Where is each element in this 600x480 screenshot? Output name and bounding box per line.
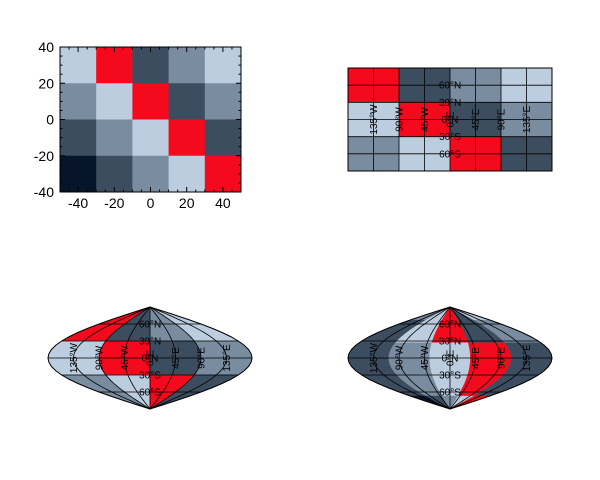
heatmap-cell — [132, 119, 170, 157]
lon-label: 135°W — [369, 342, 380, 373]
lat-label: 60°S — [439, 388, 461, 399]
heatmap-cell — [204, 119, 242, 157]
lat-label: 30°S — [439, 132, 461, 143]
lat-label: 60°N — [139, 320, 161, 331]
lat-label: 60°N — [439, 81, 461, 92]
heatmap-cell — [168, 119, 206, 157]
heatmap-cell — [60, 119, 97, 157]
lat-label: 30°S — [139, 371, 161, 382]
sinusoidal-map-left: 135°W 90°W 45°W 0°E 45°E 90°E 135°E 60°N 30°N 0°N… — [47, 306, 253, 410]
lon-label: 90°W — [395, 107, 406, 132]
x-tick-label: 0 — [147, 195, 155, 211]
platecarree-map: 135°W 90°W 45°W 0°E 45°E 90°E 135°E 60°N 30°N 0°N… — [347, 67, 553, 172]
x-tick-label: 40 — [215, 195, 231, 211]
lat-label: 30°N — [439, 337, 461, 348]
lon-label: 45°E — [471, 108, 482, 130]
sinusoidal-map-right: 135°W 90°W 45°W 0°E 45°E 90°E 135°E 60°N 30°N 0°N… — [347, 306, 553, 410]
y-tick-label: 20 — [38, 75, 54, 91]
lon-label: 135°E — [522, 344, 533, 372]
lat-label: 30°N — [439, 98, 461, 109]
heatmap-cell — [60, 155, 97, 193]
heatmap-cell — [168, 83, 206, 120]
y-tick-label: 0 — [46, 112, 54, 128]
heatmap-cell — [96, 119, 133, 157]
lon-label: 0°E — [446, 111, 457, 128]
lat-label: 0°N — [442, 354, 459, 365]
lon-label: 135°E — [222, 344, 233, 372]
y-tick-label: 40 — [38, 39, 54, 55]
map-outline — [347, 306, 553, 410]
lon-label: 90°W — [95, 345, 106, 370]
x-tick-label: -20 — [104, 195, 124, 211]
lon-label: 90°E — [497, 108, 508, 130]
heatmap-cell — [96, 155, 133, 193]
lon-label: 45°E — [471, 347, 482, 369]
lat-label: 60°S — [139, 388, 161, 399]
heatmap-cell — [204, 83, 242, 120]
heatmap-axes: -40 -20 0 20 40 40 20 0 -20 -40 — [34, 39, 242, 211]
heatmap-cell — [204, 47, 242, 84]
lat-label: 0°N — [142, 354, 159, 365]
heatmap-cell — [132, 83, 170, 120]
heatmap-cell — [60, 47, 97, 84]
heatmap-cell — [96, 47, 133, 84]
lon-label: 90°E — [197, 347, 208, 369]
lat-label: 60°N — [439, 320, 461, 331]
lon-label: 0°E — [446, 350, 457, 367]
lat-label: 0°N — [442, 115, 459, 126]
lon-label: 90°E — [497, 347, 508, 369]
x-tick-label: -40 — [68, 195, 88, 211]
x-tick-label: 20 — [179, 195, 195, 211]
lon-label: 45°W — [420, 107, 431, 132]
lon-label: 135°W — [369, 104, 380, 135]
lon-label: 135°E — [522, 105, 533, 133]
heatmap-cell — [132, 47, 170, 84]
lon-label: 45°W — [420, 345, 431, 370]
y-tick-label: -40 — [34, 184, 54, 200]
heatmap-cell — [60, 83, 97, 120]
map-outline — [47, 306, 253, 410]
y-tick-label: -20 — [34, 148, 54, 164]
lon-label: 45°W — [120, 345, 131, 370]
heatmap-cell — [204, 155, 242, 193]
lon-label: 135°W — [69, 342, 80, 373]
lat-label: 30°N — [139, 337, 161, 348]
heatmap-cell — [96, 83, 133, 120]
lon-label: 90°W — [395, 345, 406, 370]
lon-label: 0°E — [146, 350, 157, 367]
heatmap-cell — [168, 155, 206, 193]
lon-label: 45°E — [171, 347, 182, 369]
heatmap-cell — [168, 47, 206, 84]
lat-label: 60°S — [439, 149, 461, 160]
heatmap-cell — [132, 155, 170, 193]
map-frame — [347, 67, 553, 172]
lat-label: 30°S — [439, 371, 461, 382]
